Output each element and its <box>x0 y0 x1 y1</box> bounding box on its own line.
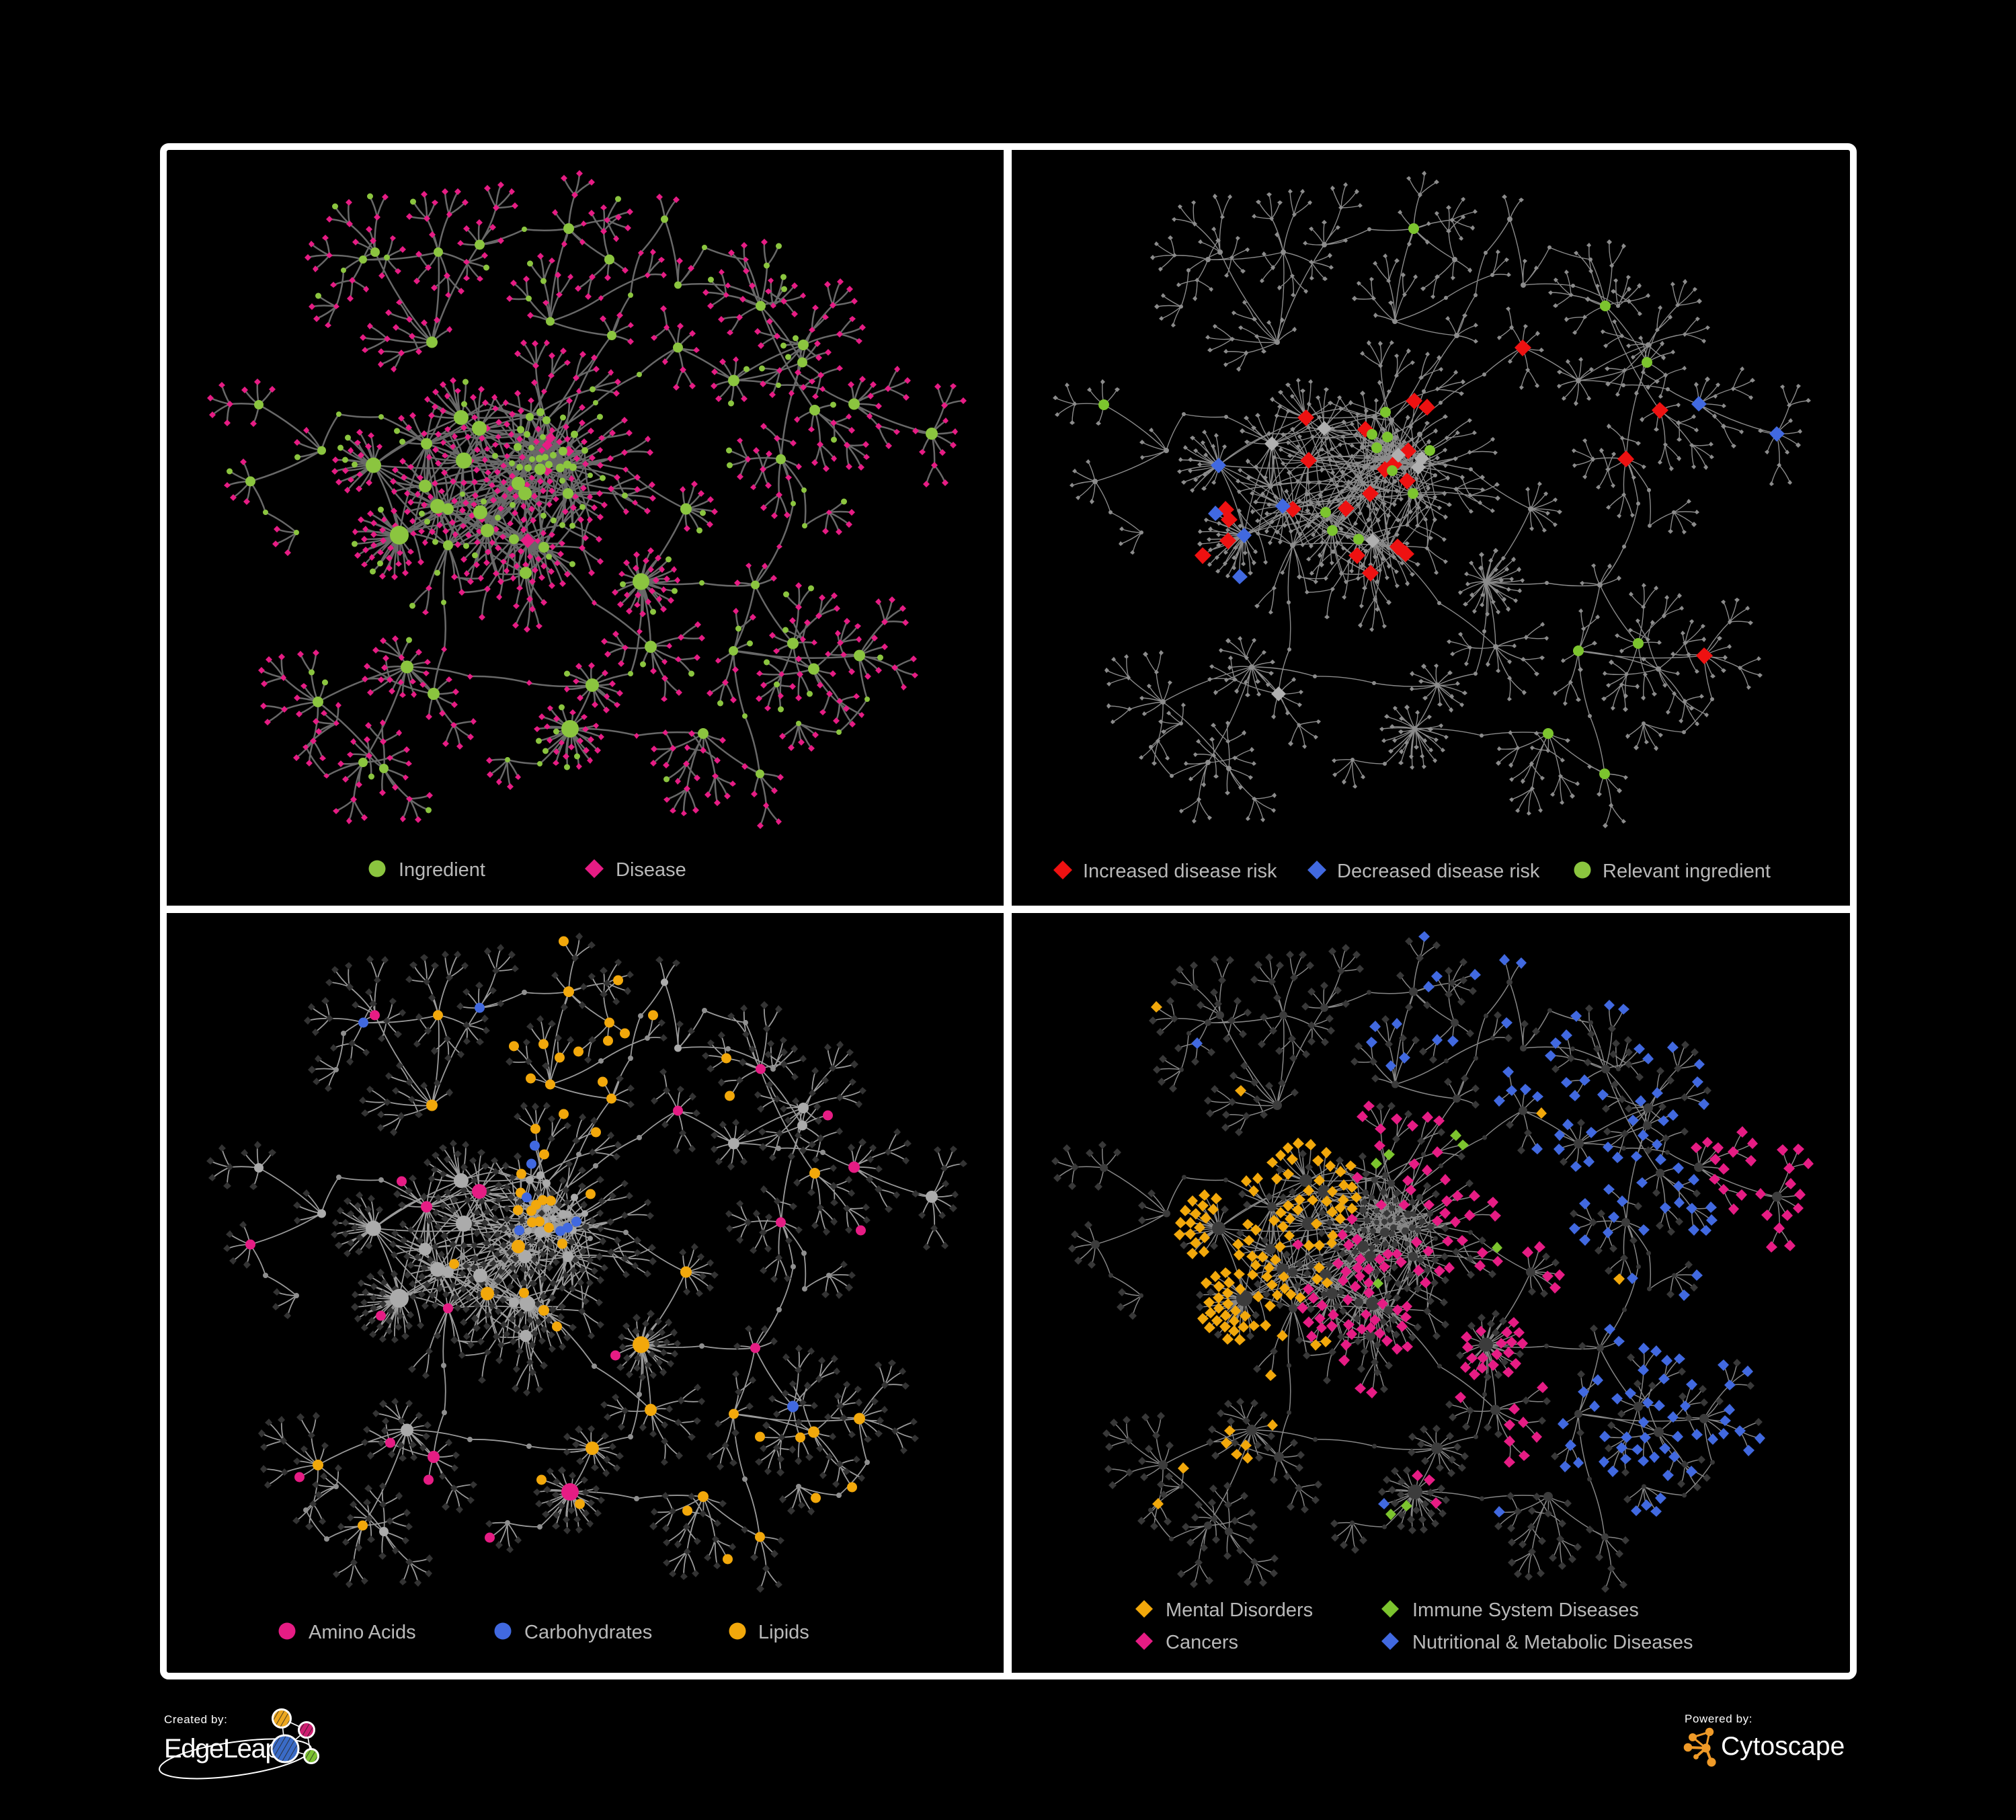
svg-text:Increased disease risk: Increased disease risk <box>1083 861 1277 882</box>
svg-text:EdgeLeap: EdgeLeap <box>164 1734 279 1764</box>
svg-text:Mental Disorders: Mental Disorders <box>1166 1599 1313 1621</box>
svg-text:Carbohydrates: Carbohydrates <box>524 1622 652 1643</box>
svg-text:Immune System Diseases: Immune System Diseases <box>1412 1599 1639 1621</box>
svg-text:Relevant ingredient: Relevant ingredient <box>1603 861 1771 882</box>
svg-text:Disease: Disease <box>616 859 686 881</box>
svg-text:Nutritional & Metabolic Diseas: Nutritional & Metabolic Diseases <box>1412 1632 1693 1653</box>
svg-text:Cytoscape: Cytoscape <box>1721 1732 1845 1761</box>
svg-text:Amino Acids: Amino Acids <box>309 1622 416 1643</box>
svg-text:Lipids: Lipids <box>758 1622 809 1643</box>
svg-text:Powered by:: Powered by: <box>1685 1712 1752 1725</box>
svg-text:Created by:: Created by: <box>164 1713 227 1726</box>
svg-text:Ingredient: Ingredient <box>399 859 485 881</box>
svg-text:Decreased disease risk: Decreased disease risk <box>1337 861 1540 882</box>
svg-text:Cancers: Cancers <box>1166 1632 1238 1653</box>
